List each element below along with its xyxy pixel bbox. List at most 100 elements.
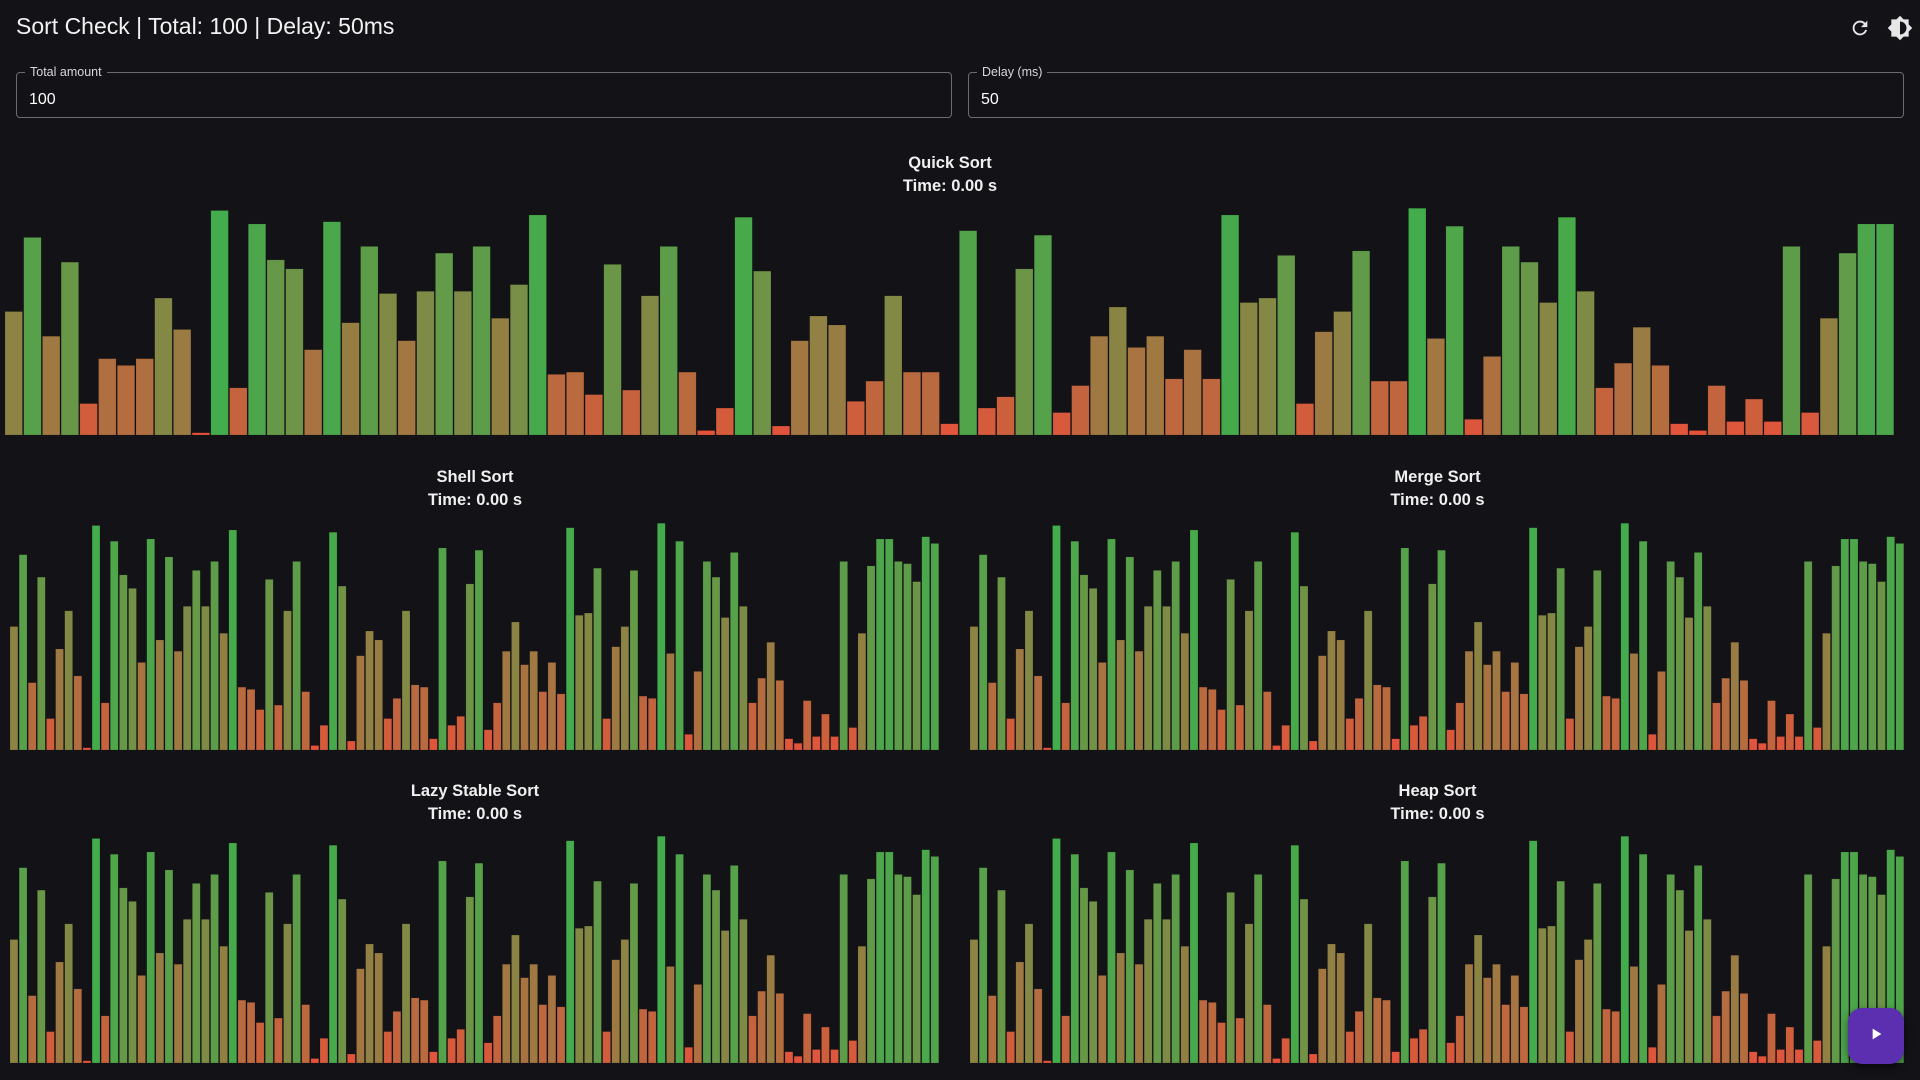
bar [1776, 1049, 1785, 1063]
bar [1473, 621, 1483, 750]
bar [766, 641, 775, 750]
bar [491, 318, 510, 435]
bar [341, 322, 360, 435]
bar [1354, 1011, 1364, 1063]
bar [1244, 610, 1254, 750]
bar [192, 883, 201, 1063]
bar [666, 966, 675, 1063]
bar [715, 407, 734, 435]
bar [1611, 1011, 1620, 1063]
bar [903, 876, 912, 1063]
bar [1143, 606, 1153, 750]
bar [304, 349, 323, 435]
bar [1629, 653, 1639, 750]
bar [575, 928, 584, 1063]
bar [1895, 543, 1905, 750]
bar [753, 270, 772, 435]
bar [429, 738, 438, 750]
bar [1739, 993, 1749, 1063]
bar [301, 1004, 310, 1063]
bar [219, 633, 228, 750]
play-button[interactable] [1848, 1008, 1904, 1064]
bar [1263, 1004, 1272, 1063]
bar [135, 358, 154, 435]
bar [1840, 538, 1850, 750]
bar [248, 223, 267, 435]
bar [1547, 925, 1556, 1063]
bar [584, 612, 593, 750]
bar [1730, 641, 1740, 750]
bar [401, 610, 411, 750]
bar [848, 727, 857, 750]
bar [1373, 684, 1382, 750]
bar [301, 691, 310, 750]
bar [465, 583, 475, 750]
bar [734, 216, 753, 435]
bar [1638, 853, 1648, 1063]
bar [1079, 887, 1089, 1063]
bar [210, 874, 219, 1063]
bar [1831, 878, 1840, 1063]
bar [1445, 225, 1464, 435]
bar [1263, 691, 1272, 750]
bar [392, 698, 402, 750]
bar [584, 394, 603, 435]
bar [1098, 662, 1107, 750]
bar [1803, 561, 1813, 750]
bar [119, 887, 128, 1063]
bar [360, 246, 379, 435]
bar [1758, 1056, 1767, 1063]
bar [1857, 223, 1876, 435]
bar [748, 702, 757, 750]
bar [1620, 523, 1630, 750]
bar [930, 543, 940, 750]
bar [182, 919, 192, 1063]
bar [429, 1051, 438, 1063]
bar [821, 1026, 830, 1063]
bar [997, 889, 1006, 1063]
bar [657, 836, 666, 1063]
bar [730, 552, 739, 750]
bar [447, 725, 456, 750]
bar [1391, 1051, 1400, 1063]
bar [1226, 892, 1235, 1063]
bar [374, 952, 383, 1063]
bar [1024, 610, 1034, 750]
bar [1707, 385, 1726, 435]
bar [18, 867, 28, 1063]
refresh-button[interactable] [1844, 12, 1876, 44]
bar [1308, 740, 1318, 750]
bar [828, 324, 847, 435]
bar [201, 606, 210, 750]
bar [1333, 311, 1352, 435]
bar [1483, 664, 1492, 750]
theme-toggle-button[interactable] [1884, 12, 1916, 44]
bar [1831, 565, 1840, 750]
bar [1208, 689, 1217, 750]
bar [640, 295, 659, 435]
bar [1593, 883, 1602, 1063]
bar [1061, 1015, 1070, 1063]
bar [884, 295, 903, 435]
bar [1483, 356, 1502, 435]
bar [1171, 874, 1180, 1063]
total-amount-input[interactable] [17, 73, 951, 117]
bar [1180, 946, 1190, 1063]
bar [902, 371, 921, 435]
bar [91, 525, 101, 750]
bar [1171, 561, 1180, 750]
bar [1455, 702, 1465, 750]
bar [1061, 702, 1070, 750]
bar [1235, 704, 1245, 750]
bar [453, 291, 472, 435]
bar [1281, 725, 1290, 750]
bar [410, 684, 420, 750]
bar [839, 874, 848, 1063]
delay-input[interactable] [969, 73, 1903, 117]
bar [602, 718, 611, 750]
bar [1583, 939, 1593, 1063]
bar [1593, 570, 1602, 750]
bar [1822, 946, 1831, 1063]
bar [812, 1049, 821, 1063]
bar [1164, 378, 1183, 435]
